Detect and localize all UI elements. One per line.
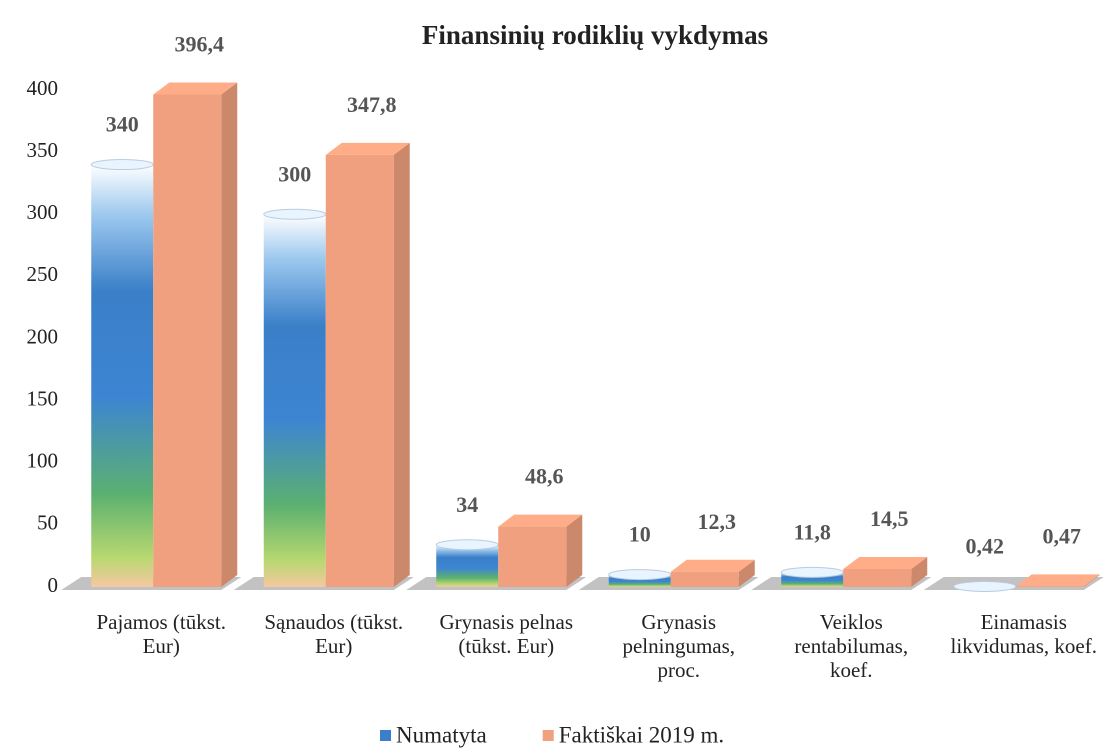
- bar-side: [566, 515, 582, 587]
- bar: [436, 540, 498, 587]
- bar: [954, 581, 1016, 591]
- bar-front: [153, 94, 221, 587]
- y-tick-label: 300: [27, 200, 59, 224]
- y-tick-label: 250: [27, 262, 59, 286]
- bar-front: [843, 569, 911, 587]
- y-tick-label: 0: [48, 573, 59, 597]
- value-label: 300: [278, 161, 311, 186]
- bar-front: [671, 572, 739, 587]
- bar-top: [264, 209, 326, 219]
- x-tick-label: Grynasis pelningumas, proc.: [599, 610, 759, 682]
- x-tick-label: Sąnaudos (tūkst. Eur): [254, 610, 414, 658]
- bar: [781, 567, 843, 587]
- bar-side: [394, 143, 410, 587]
- bar-body: [91, 165, 153, 587]
- bar: [843, 557, 927, 587]
- bar: [153, 82, 237, 587]
- bar: [326, 143, 410, 587]
- y-tick-label: 150: [27, 386, 59, 410]
- value-label: 11,8: [794, 519, 831, 544]
- bar: [264, 209, 326, 587]
- chart-title: Finansinių rodiklių vykdymas: [422, 20, 768, 50]
- y-tick-label: 100: [27, 449, 59, 473]
- bar: [671, 560, 755, 587]
- bar-side: [221, 82, 237, 587]
- y-tick-label: 350: [27, 138, 59, 162]
- x-tick-label: Einamasis likvidumas, koef.: [944, 610, 1104, 658]
- x-tick-label: Pajamos (tūkst. Eur): [81, 610, 241, 658]
- legend-label: Faktiškai 2019 m.: [559, 722, 724, 747]
- value-label: 14,5: [870, 506, 909, 531]
- value-label: 34: [456, 492, 478, 517]
- y-tick-label: 50: [37, 511, 58, 535]
- bar-body: [436, 545, 498, 587]
- value-label: 396,4: [175, 32, 225, 57]
- bar-front: [326, 155, 394, 587]
- bar-front: [498, 527, 566, 587]
- bar-top: [436, 540, 498, 550]
- bar-front: [1016, 586, 1084, 587]
- bar-top: [954, 581, 1016, 591]
- value-label: 347,8: [347, 92, 397, 117]
- bar-top: [609, 570, 671, 580]
- chart-container: Finansinių rodiklių vykdymas 0 50 100 150 20…: [0, 0, 1110, 753]
- value-label: 340: [106, 112, 139, 137]
- legend-label: Numatyta: [396, 722, 487, 747]
- bar-top: [91, 160, 153, 170]
- bar-top: [781, 567, 843, 577]
- bar: [498, 515, 582, 587]
- value-label: 12,3: [698, 509, 737, 534]
- y-tick-label: 400: [27, 76, 59, 100]
- bar: [91, 160, 153, 587]
- value-label: 10: [629, 522, 651, 547]
- legend-swatch: [380, 730, 391, 741]
- value-label: 0,47: [1043, 523, 1082, 548]
- x-tick-label: Veiklos rentabilumas, koef.: [771, 610, 931, 682]
- bar: [609, 570, 671, 587]
- x-tick-label: Grynasis pelnas (tūkst. Eur): [426, 610, 586, 658]
- value-label: 0,42: [966, 534, 1005, 559]
- value-label: 48,6: [525, 464, 564, 489]
- legend-swatch: [543, 730, 554, 741]
- y-tick-label: 200: [27, 324, 59, 348]
- bar-body: [264, 214, 326, 587]
